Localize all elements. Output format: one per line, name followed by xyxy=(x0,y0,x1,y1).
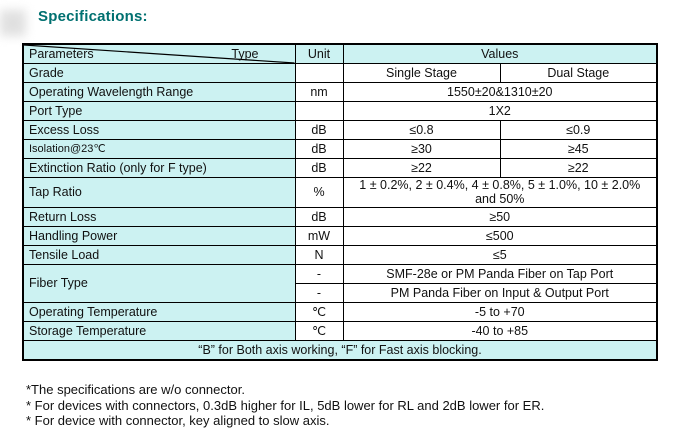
table-row: Tensile Load N ≤5 xyxy=(22,244,658,265)
param-cell: Operating Temperature xyxy=(22,301,296,322)
value-cell: PM Panda Fiber on Input & Output Port xyxy=(342,282,658,303)
unit-cell: - xyxy=(294,282,344,303)
table-header-row: Type Parameters Unit Values xyxy=(22,43,658,64)
value-cell: 1 ± 0.2%, 2 ± 0.4%, 4 ± 0.8%, 5 ± 1.0%, … xyxy=(342,177,658,208)
unit-header-cell: Unit xyxy=(294,43,344,64)
param-cell: Excess Loss xyxy=(22,120,296,140)
unit-cell: ℃ xyxy=(294,301,344,322)
param-cell: Fiber Type xyxy=(22,263,296,303)
value-cell-single: Single Stage xyxy=(342,63,501,83)
table-row: Storage Temperature ℃ -40 to +85 xyxy=(22,320,658,341)
footnote-line: * For device with connector, key aligned… xyxy=(26,413,330,428)
unit-cell: nm xyxy=(294,82,344,102)
param-cell: Grade xyxy=(22,63,296,83)
unit-cell xyxy=(294,101,344,121)
value-cell-single: ≥22 xyxy=(342,158,501,178)
unit-cell: dB xyxy=(294,206,344,227)
corner-type-label: Type xyxy=(231,47,259,61)
table-row: Fiber Type - SMF-28e or PM Panda Fiber o… xyxy=(22,263,658,303)
value-cell: ≥50 xyxy=(342,206,658,227)
value-cell-dual: ≥22 xyxy=(499,158,658,178)
unit-cell: dB xyxy=(294,120,344,140)
param-cell: Return Loss xyxy=(22,206,296,227)
table-row: Excess Loss dB ≤0.8 ≤0.9 xyxy=(22,120,658,140)
value-cell: -5 to +70 xyxy=(342,301,658,322)
param-cell: Port Type xyxy=(22,101,296,121)
corner-header-cell: Type Parameters xyxy=(22,43,296,64)
unit-cell xyxy=(294,63,344,83)
table-row: Port Type 1X2 xyxy=(22,101,658,121)
table-row: Handling Power mW ≤500 xyxy=(22,225,658,246)
param-cell: Handling Power xyxy=(22,225,296,246)
footnote-line: *The specifications are w/o connector. xyxy=(26,382,245,397)
value-cell: ≤5 xyxy=(342,244,658,265)
param-cell: Storage Temperature xyxy=(22,320,296,341)
corner-parameters-label: Parameters xyxy=(29,46,94,61)
unit-cell: % xyxy=(294,177,344,208)
value-cell-single: ≥30 xyxy=(342,139,501,159)
unit-cell: dB xyxy=(294,139,344,159)
table-row: Extinction Ratio (only for F type) dB ≥2… xyxy=(22,158,658,178)
page-title: Specifications: xyxy=(38,8,148,25)
value-cell-dual: Dual Stage xyxy=(499,63,658,83)
param-cell: Tensile Load xyxy=(22,244,296,265)
table-row: Isolation@23℃ dB ≥30 ≥45 xyxy=(22,139,658,159)
value-cell: ≤500 xyxy=(342,225,658,246)
table-row: Operating Wavelength Range nm 1550±20&13… xyxy=(22,82,658,102)
value-cell: 1550±20&1310±20 xyxy=(342,82,658,102)
specifications-table: Type Parameters Unit Values Grade Single… xyxy=(22,43,659,361)
value-cell: 1X2 xyxy=(342,101,658,121)
value-cell-dual: ≥45 xyxy=(499,139,658,159)
value-cell: -40 to +85 xyxy=(342,320,658,341)
table-row: Return Loss dB ≥50 xyxy=(22,206,658,227)
param-cell: Tap Ratio xyxy=(22,177,296,208)
table-row: Tap Ratio % 1 ± 0.2%, 2 ± 0.4%, 4 ± 0.8%… xyxy=(22,177,658,208)
table-row: Grade Single Stage Dual Stage xyxy=(22,63,658,83)
table-footer-row: “B” for Both axis working, “F” for Fast … xyxy=(22,339,658,361)
diagonal-divider xyxy=(24,45,295,63)
value-cell: SMF-28e or PM Panda Fiber on Tap Port xyxy=(342,263,658,284)
specifications-table-wrap: Type Parameters Unit Values Grade Single… xyxy=(22,43,659,361)
unit-cell: N xyxy=(294,244,344,265)
footnote-line: * For devices with connectors, 0.3dB hig… xyxy=(26,397,545,413)
unit-cell: ℃ xyxy=(294,320,344,341)
param-cell: Isolation@23℃ xyxy=(22,139,296,159)
values-header-cell: Values xyxy=(342,43,658,64)
footer-note-cell: “B” for Both axis working, “F” for Fast … xyxy=(22,339,658,361)
unit-cell: mW xyxy=(294,225,344,246)
unit-cell: dB xyxy=(294,158,344,178)
scan-artifact xyxy=(0,10,26,36)
param-cell: Operating Wavelength Range xyxy=(22,82,296,102)
footnotes: *The specifications are w/o connector. *… xyxy=(26,382,544,429)
param-cell: Extinction Ratio (only for F type) xyxy=(22,158,296,178)
value-cell-single: ≤0.8 xyxy=(342,120,501,140)
value-cell-dual: ≤0.9 xyxy=(499,120,658,140)
table-row: Operating Temperature ℃ -5 to +70 xyxy=(22,301,658,322)
unit-cell: - xyxy=(294,263,344,284)
